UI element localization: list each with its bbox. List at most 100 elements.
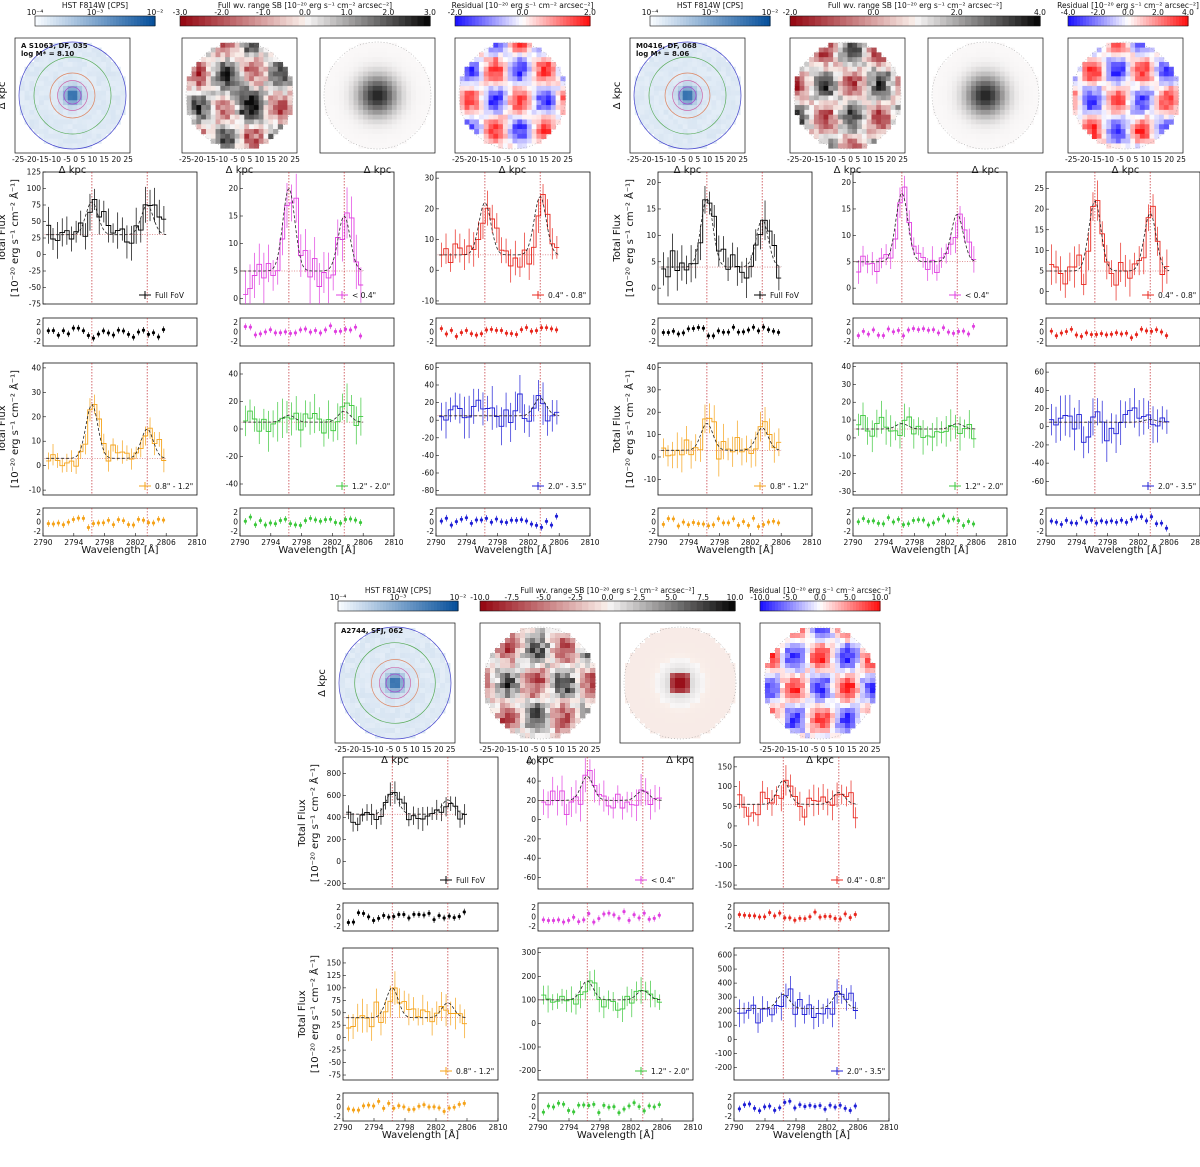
colorbar-segment <box>280 16 287 26</box>
y-tick-label: 10 <box>424 235 434 244</box>
map-pixel <box>682 52 688 58</box>
residual-point <box>1149 329 1154 333</box>
map-pixel <box>721 119 727 125</box>
map-pixel <box>67 105 73 111</box>
map-pixel <box>833 61 839 68</box>
colorbar-segment <box>113 16 117 26</box>
map-pixel <box>799 76 805 82</box>
residual-point <box>736 330 741 334</box>
model-line <box>856 423 977 430</box>
axes-frame <box>852 171 1008 305</box>
colorbar-segment <box>802 601 806 611</box>
map-pixel <box>474 81 480 87</box>
map-pixel <box>377 66 383 72</box>
map-pixel <box>406 71 412 77</box>
map-pixel <box>502 109 509 116</box>
flux-step-line <box>856 414 977 440</box>
map-pixel <box>72 66 78 72</box>
y-axis-label: Total Flux <box>612 405 623 453</box>
map-pixel <box>522 100 528 106</box>
map-pixel <box>847 124 853 130</box>
map-pixel <box>536 119 542 125</box>
map-pixel <box>34 81 40 87</box>
map-pixel <box>464 109 470 116</box>
map-pixel <box>861 105 868 111</box>
x-tick-label: 2802 <box>126 538 145 547</box>
residual-point <box>1104 333 1109 337</box>
map-pixel <box>244 85 250 92</box>
map-pixel <box>668 66 674 72</box>
y-tick-label: 60 <box>424 363 434 372</box>
y-tick-label: 10 <box>228 239 238 248</box>
map-pixel <box>77 133 83 140</box>
map-pixel <box>86 52 93 58</box>
map-pixel <box>881 114 887 120</box>
residual-tick-label: 0 <box>36 518 41 527</box>
map-pixel <box>502 47 509 53</box>
residual-point <box>931 328 936 332</box>
colorbar-segment <box>292 16 300 26</box>
map-pixel <box>1019 66 1025 72</box>
colorbar-segment <box>787 601 791 611</box>
map-pixel <box>507 85 513 92</box>
map-pixel <box>1106 105 1112 111</box>
map-pixel <box>682 119 688 125</box>
map-pixel <box>77 85 83 92</box>
map-pixel <box>999 95 1006 101</box>
map-x-ticks: -25-20-15-10 -5 0 5 10 15 20 25 <box>787 155 908 164</box>
map-pixel <box>861 85 868 92</box>
x-axis-label: Wavelength [Å] <box>1084 543 1161 556</box>
residual-point <box>711 334 716 338</box>
map-pixel <box>244 95 250 101</box>
y-tick-label: 20 <box>1034 205 1044 214</box>
x-tick-label: 2790 <box>648 538 667 547</box>
map-pixel <box>852 143 858 149</box>
map-pixel <box>847 143 853 149</box>
map-pixel <box>77 76 83 82</box>
colorbar-segment <box>575 601 583 611</box>
map-pixel <box>406 57 412 63</box>
map-pixel <box>1009 90 1015 96</box>
map-pixel <box>53 119 59 125</box>
x-tick-label: 2810 <box>384 538 403 547</box>
residual-point <box>1119 332 1124 336</box>
colorbar-segment <box>1092 16 1096 26</box>
map-pixel <box>382 138 388 144</box>
map-pixel <box>253 81 260 87</box>
map-pixel <box>871 114 877 120</box>
map-pixel <box>220 105 226 111</box>
map-pixel <box>881 100 887 106</box>
map-pixel <box>1163 81 1170 87</box>
map-pixel <box>86 129 93 135</box>
map-pixel <box>77 100 83 106</box>
map-pixel <box>980 100 986 106</box>
map-pixel <box>1091 109 1098 116</box>
map-pixel <box>377 109 383 116</box>
residual-point <box>721 521 726 525</box>
flux-step-line <box>46 198 167 244</box>
map-pixel <box>947 57 953 63</box>
map-pixel <box>355 658 361 664</box>
y-tick-label: 5 <box>651 257 656 266</box>
map-pixel <box>1120 61 1126 68</box>
map-pixel <box>469 71 475 77</box>
map-pixel <box>937 105 943 111</box>
map-pixel <box>871 95 877 101</box>
map-pixel <box>1091 100 1098 106</box>
map-pixel <box>1139 47 1146 53</box>
map-pixel <box>58 129 64 135</box>
map-pixel <box>804 76 810 82</box>
map-pixel <box>1091 119 1098 125</box>
map-pixel <box>721 85 727 92</box>
map-pixel <box>34 66 40 72</box>
map-pixel <box>253 133 260 140</box>
map-pixel <box>735 100 741 106</box>
map-pixel <box>58 81 64 87</box>
map-pixel <box>1130 119 1136 125</box>
colorbar-segment <box>832 601 836 611</box>
map-pixel <box>502 76 509 82</box>
colorbar-segment <box>680 16 684 26</box>
map-pixel <box>1144 124 1150 130</box>
map-pixel <box>220 133 226 140</box>
map-pixel <box>498 114 504 120</box>
